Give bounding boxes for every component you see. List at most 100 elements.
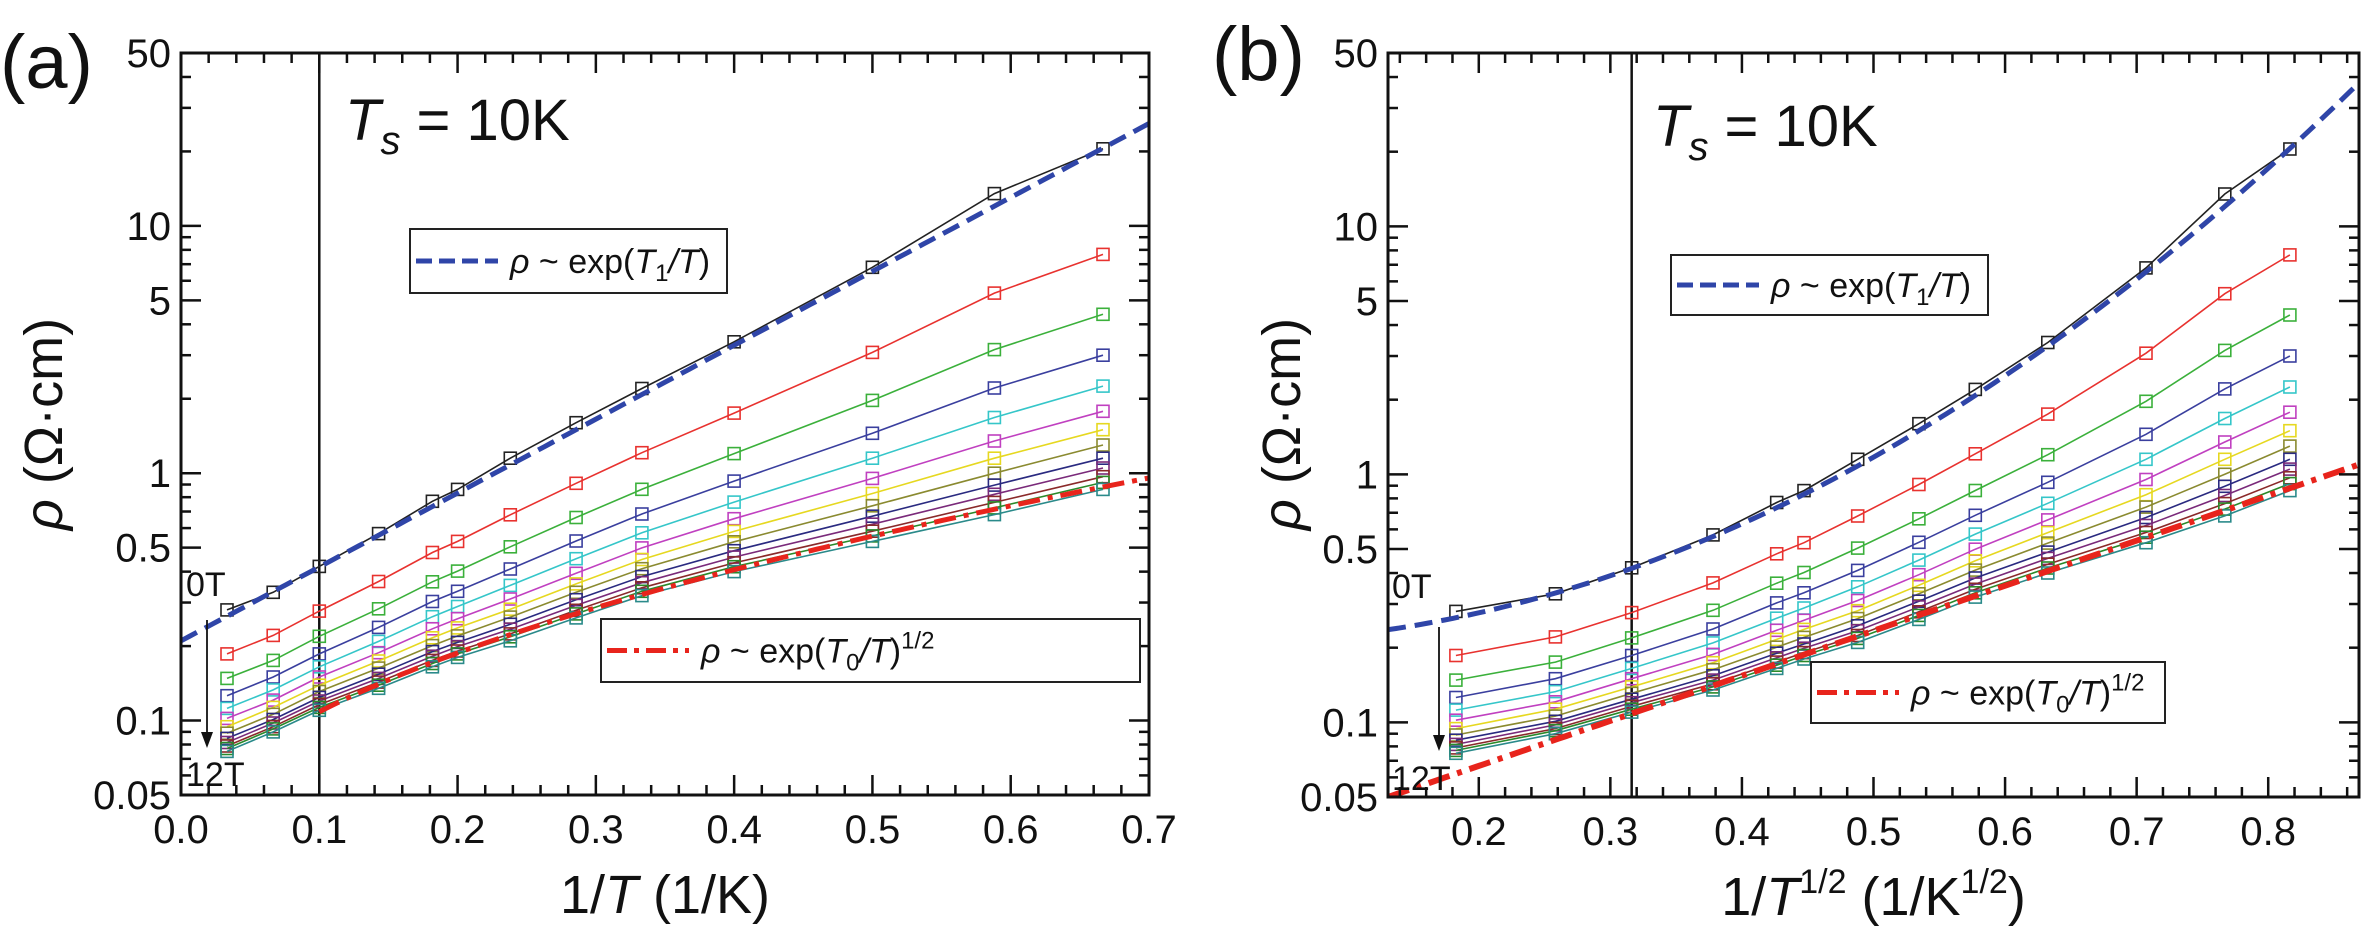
data-point [865, 534, 880, 549]
data-point [220, 671, 234, 686]
data-point [1968, 553, 1983, 568]
data-point [2139, 394, 2153, 409]
x-tick-label: 0.6 [983, 808, 1039, 852]
data-point [2041, 447, 2055, 462]
data-point [266, 693, 281, 707]
data-point [2283, 308, 2297, 322]
series-line [226, 475, 1104, 747]
fit-curve-es_vrh [1388, 461, 2359, 797]
data-point [1797, 622, 1811, 637]
data-point [1769, 623, 1784, 638]
data-point [220, 711, 234, 726]
y-axis-title: ρ (Ω·cm) [14, 318, 74, 532]
x-tick-label: 0.4 [706, 808, 762, 852]
data-point [425, 630, 440, 645]
data-point [569, 566, 583, 581]
legend-label: ρ ~ exp(T1/T) [509, 243, 710, 287]
panel-label: (a) [0, 20, 93, 105]
legend-es_vrh: ρ ~ exp(T0/T)1/2 [1810, 661, 2166, 724]
data-point [1797, 585, 1811, 600]
data-point [727, 534, 741, 549]
series-line [226, 253, 1104, 655]
x-tick-label: 0.5 [1846, 810, 1902, 854]
data-point [1797, 535, 1811, 550]
series-line [1455, 254, 2291, 657]
series-line [226, 457, 1104, 740]
series-line [226, 354, 1104, 697]
x-axis-title: 1/T (1/K) [560, 865, 770, 925]
data-point [312, 659, 327, 674]
x-tick-label: 0.3 [1583, 810, 1639, 854]
data-point [2283, 452, 2297, 467]
field-label-top: 0T [186, 566, 226, 604]
y-tick-label: 10 [127, 205, 172, 249]
legend-arrhenius: ρ ~ exp(T1/T) [409, 228, 728, 294]
data-point [2139, 346, 2153, 361]
data-point [1096, 461, 1110, 475]
data-point [569, 577, 583, 591]
data-point [2139, 472, 2153, 487]
data-point [635, 588, 649, 603]
data-point [2218, 479, 2232, 494]
data-point [1096, 307, 1110, 322]
data-point [450, 564, 465, 578]
data-point [2218, 187, 2232, 201]
data-point [2218, 452, 2232, 467]
data-point [635, 561, 649, 576]
data-point [450, 611, 465, 626]
data-point [266, 628, 281, 643]
data-point [2041, 525, 2055, 540]
data-point [569, 551, 583, 566]
data-point [1912, 578, 1926, 593]
annotation-ts: Ts = 10K [345, 88, 570, 163]
data-point [1706, 622, 1720, 636]
data-point [1912, 477, 1926, 492]
data-point [371, 620, 386, 635]
data-point [1096, 482, 1110, 497]
data-point [1850, 541, 1865, 555]
x-tick-label: 0.3 [568, 808, 624, 852]
data-point [1548, 630, 1563, 644]
data-point [371, 601, 386, 616]
data-point [569, 534, 583, 548]
data-point [266, 670, 281, 684]
data-point [1096, 247, 1110, 262]
data-point [220, 647, 234, 661]
x-tick-label: 0.1 [291, 808, 347, 852]
y-tick-label: 50 [127, 32, 172, 76]
data-point [1548, 671, 1563, 686]
data-point [1968, 563, 1983, 577]
y-tick-label: 0.5 [115, 527, 171, 571]
data-point [2283, 142, 2297, 156]
data-point [1096, 422, 1110, 437]
data-point [2283, 349, 2297, 363]
data-point [1850, 603, 1865, 618]
y-tick-label: 1 [1356, 453, 1378, 497]
data-point [1096, 348, 1110, 363]
data-point [727, 524, 741, 539]
data-point [727, 474, 741, 488]
data-point [1706, 576, 1720, 590]
arrow-head-icon [1433, 735, 1445, 751]
data-point [425, 621, 440, 636]
fit-curve-arrhenius [1388, 81, 2359, 633]
data-point [865, 451, 880, 466]
data-point [425, 574, 440, 589]
data-point [2283, 462, 2297, 476]
data-point [727, 406, 741, 420]
data-point [1096, 438, 1110, 452]
data-point [987, 434, 1002, 448]
data-point [1968, 483, 1983, 498]
data-point [2218, 343, 2232, 358]
data-point [1096, 404, 1110, 419]
data-point [1706, 655, 1720, 670]
data-point [1769, 632, 1784, 647]
x-tick-label: 0.5 [845, 808, 901, 852]
data-point [2041, 407, 2055, 421]
data-point [727, 446, 741, 461]
data-point [1548, 684, 1563, 699]
data-point [371, 574, 386, 589]
legend-label: ρ ~ exp(T1/T) [1770, 267, 1971, 311]
data-point [2041, 475, 2055, 490]
